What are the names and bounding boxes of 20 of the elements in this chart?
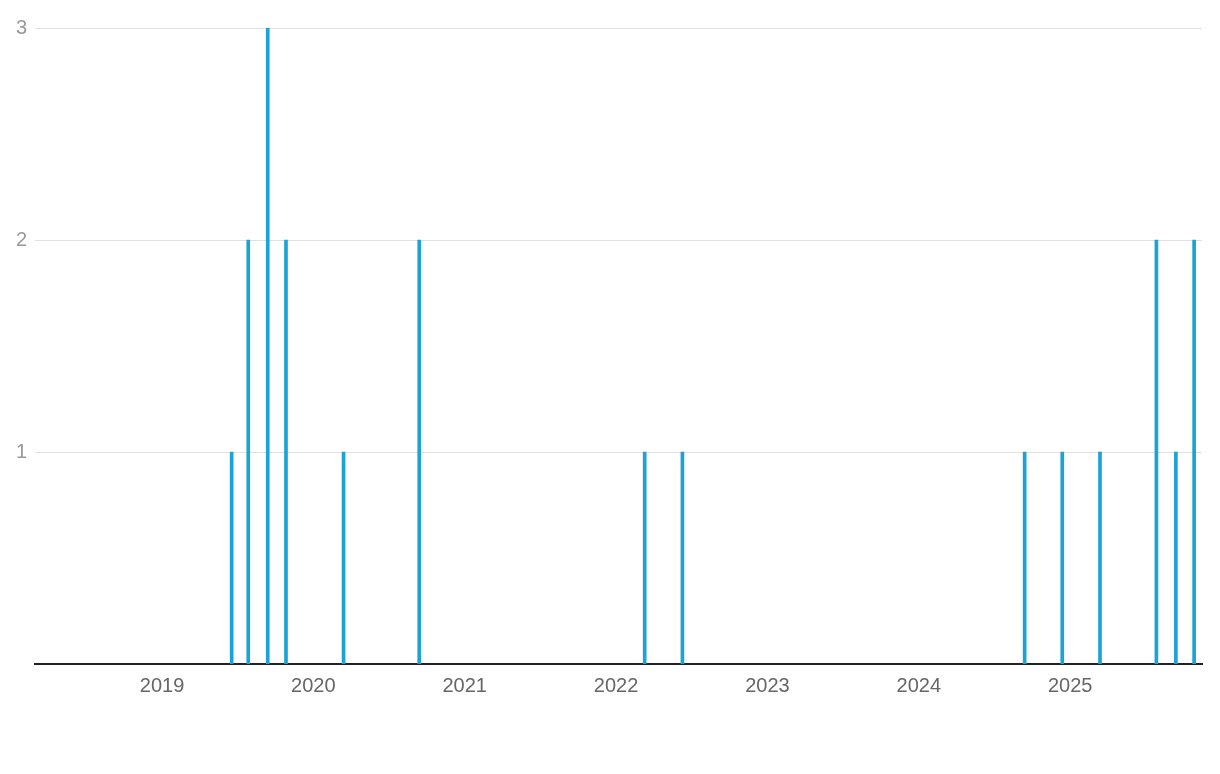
y-tick-label: 1 xyxy=(16,439,28,462)
x-tick-label: 2022 xyxy=(593,673,639,696)
bar xyxy=(284,239,288,664)
bar xyxy=(642,451,647,664)
y-tick-label: 3 xyxy=(16,15,28,38)
bar xyxy=(1060,451,1065,664)
bar xyxy=(417,239,422,664)
bar xyxy=(246,239,251,664)
bar xyxy=(1098,451,1102,664)
y-tick-label: 2 xyxy=(16,227,28,250)
x-tick-label: 2021 xyxy=(442,673,487,696)
bar xyxy=(1174,451,1178,664)
x-tick-label: 2020 xyxy=(291,673,336,696)
bar xyxy=(265,28,270,664)
bar xyxy=(229,451,234,664)
x-tick-label: 2025 xyxy=(1047,673,1093,696)
x-tick-label: 2019 xyxy=(139,673,185,696)
x-tick-label: 2024 xyxy=(896,673,942,696)
bar xyxy=(1192,239,1196,664)
x-tick-label: 2023 xyxy=(745,673,790,696)
